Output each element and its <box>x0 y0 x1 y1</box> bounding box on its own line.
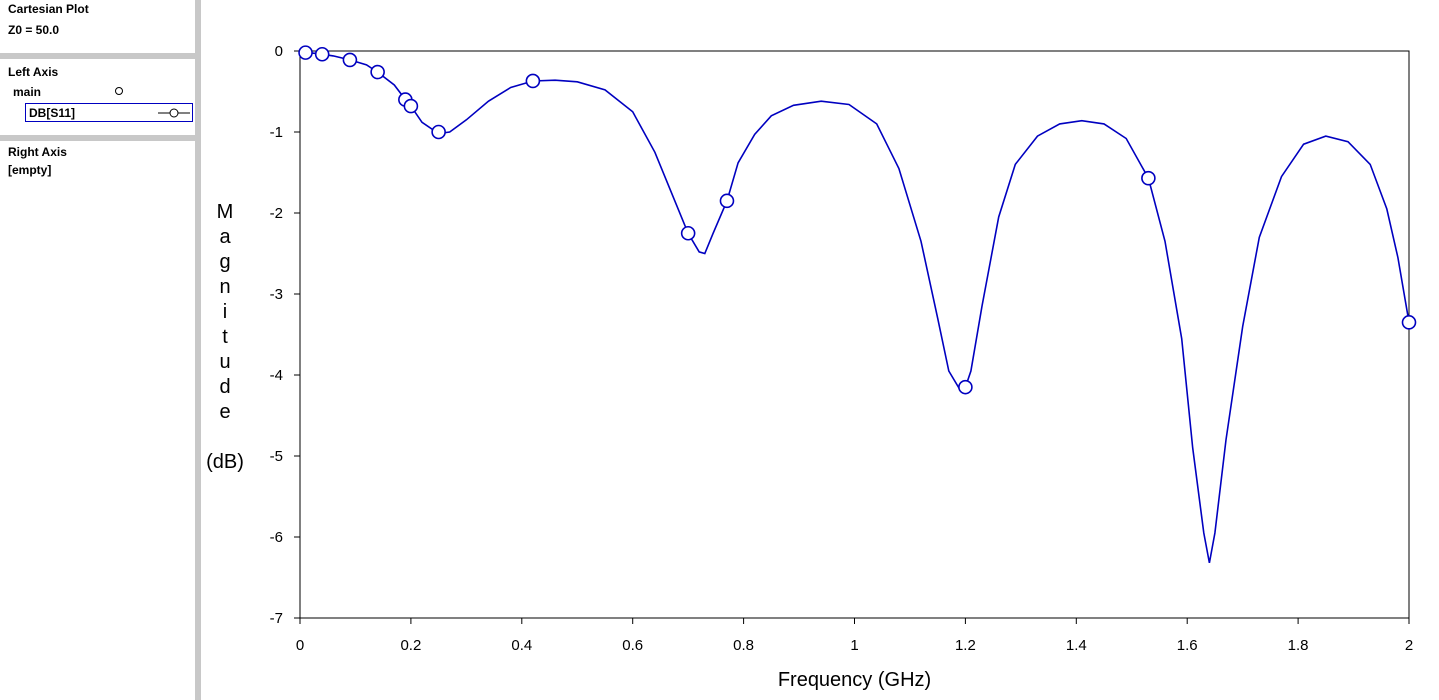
y-label-letter: i <box>223 301 227 323</box>
x-tick-label: 1.2 <box>955 637 976 654</box>
y-tick-label: -7 <box>270 610 283 627</box>
x-tick-label: 1.8 <box>1288 637 1309 654</box>
left-axis-group-label[interactable]: main <box>13 85 42 99</box>
x-tick-label: 1.4 <box>1066 637 1087 654</box>
y-axis-ticks: 0 -1 -2 -3 -4 -5 -6 -7 <box>270 43 300 627</box>
plot-frame <box>299 50 1410 619</box>
x-tick-label: 0.2 <box>400 637 421 654</box>
data-point-marker[interactable] <box>958 379 973 395</box>
trace-line-marker-icon <box>158 108 190 118</box>
plot-type-title: Cartesian Plot <box>8 2 89 16</box>
y-label-letter: M <box>217 201 234 223</box>
data-point-marker[interactable] <box>431 124 446 140</box>
y-tick-label: -4 <box>270 367 283 384</box>
y-label-letter: n <box>219 276 230 298</box>
data-point-marker[interactable] <box>298 45 313 60</box>
pane-splitter[interactable] <box>195 0 201 700</box>
y-tick-label: 0 <box>275 43 283 60</box>
data-point-marker[interactable] <box>719 193 735 209</box>
cartesian-plot[interactable]: 0 0.2 0.4 0.6 0.8 1 1.2 1.4 1.6 1.8 2 0 -1 -2 -3 -4 -5 -… <box>201 0 1439 700</box>
left-axis-heading: Left Axis <box>8 65 59 79</box>
right-axis-empty-label: [empty] <box>8 163 52 177</box>
trace-item-db-s11[interactable]: DB[S11] <box>25 103 193 122</box>
right-axis-heading: Right Axis <box>8 145 67 159</box>
x-tick-label: 2 <box>1405 637 1413 654</box>
data-point-marker[interactable] <box>370 64 385 80</box>
x-tick-label: 0.6 <box>622 637 643 654</box>
data-point-marker[interactable] <box>342 52 358 68</box>
data-point-marker[interactable] <box>680 225 696 241</box>
sidebar-panel: Cartesian Plot Z0 = 50.0 Left Axis main … <box>0 0 195 700</box>
data-point-marker[interactable] <box>1401 315 1417 330</box>
y-tick-label: -1 <box>270 124 283 141</box>
y-label-letter: g <box>219 251 230 273</box>
plot-info-panel: Cartesian Plot Z0 = 50.0 <box>0 0 195 53</box>
y-label-unit: (dB) <box>206 451 244 473</box>
y-label-letter: d <box>219 376 230 398</box>
data-point-marker[interactable] <box>314 46 330 62</box>
x-tick-label: 1.6 <box>1177 637 1198 654</box>
y-label-letter: t <box>222 326 228 348</box>
y-tick-label: -6 <box>270 529 283 546</box>
x-tick-label: 0.8 <box>733 637 754 654</box>
y-tick-label: -2 <box>270 205 283 222</box>
series-markers-db-s11 <box>298 45 1417 395</box>
data-point-marker[interactable] <box>1141 170 1156 186</box>
trace-label: DB[S11] <box>29 106 76 120</box>
x-tick-label: 1 <box>850 637 858 654</box>
z0-label: Z0 = 50.0 <box>8 23 60 37</box>
y-tick-label: -5 <box>270 448 283 465</box>
left-axis-panel: Left Axis main <box>0 59 195 135</box>
x-tick-label: 0.4 <box>511 637 532 654</box>
right-axis-panel: Right Axis [empty] <box>0 141 195 700</box>
y-label-letter: u <box>219 351 230 373</box>
data-point-marker[interactable] <box>403 98 419 114</box>
group-marker-icon <box>115 87 123 95</box>
y-label-letter: e <box>219 401 230 423</box>
x-axis-ticks: 0 0.2 0.4 0.6 0.8 1 1.2 1.4 1.6 1.8 2 <box>296 618 1413 654</box>
data-point-marker[interactable] <box>525 73 541 89</box>
panel-divider <box>0 135 195 141</box>
panel-divider <box>0 53 195 59</box>
y-label-letter: a <box>219 226 231 248</box>
y-tick-label: -3 <box>270 286 283 303</box>
x-tick-label: 0 <box>296 637 304 654</box>
x-axis-label: Frequency (GHz) <box>778 669 931 691</box>
